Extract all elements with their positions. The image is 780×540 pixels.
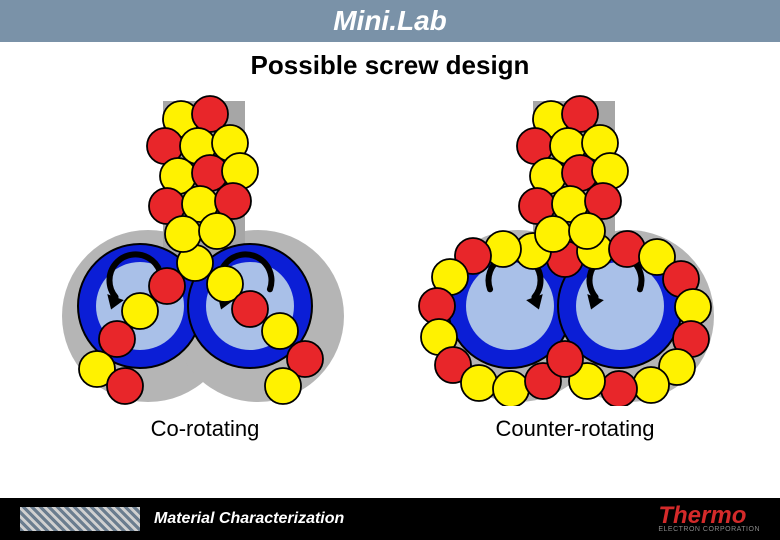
diagrams-container: Co-rotating Counter-rotating xyxy=(0,91,780,442)
counter-rotating-diagram xyxy=(405,91,725,406)
right-diagram-box: Counter-rotating xyxy=(405,91,745,442)
left-diagram-box: Co-rotating xyxy=(35,91,375,442)
subtitle: Possible screw design xyxy=(0,50,780,81)
brand-name: Thermo xyxy=(658,505,760,527)
title-bar: Mini.Lab xyxy=(0,0,780,42)
brand-subtext: ELECTRON CORPORATION xyxy=(658,526,760,533)
footer-text: Material Characterization xyxy=(154,510,344,528)
co-rotating-diagram xyxy=(35,91,355,406)
footer-left: Material Characterization xyxy=(20,507,344,531)
hatch-pattern-icon xyxy=(20,507,140,531)
page-title: Mini.Lab xyxy=(333,5,447,37)
left-label: Co-rotating xyxy=(35,416,375,442)
right-label: Counter-rotating xyxy=(405,416,745,442)
brand-block: Thermo ELECTRON CORPORATION xyxy=(658,505,760,534)
footer-bar: Material Characterization Thermo ELECTRO… xyxy=(0,498,780,540)
